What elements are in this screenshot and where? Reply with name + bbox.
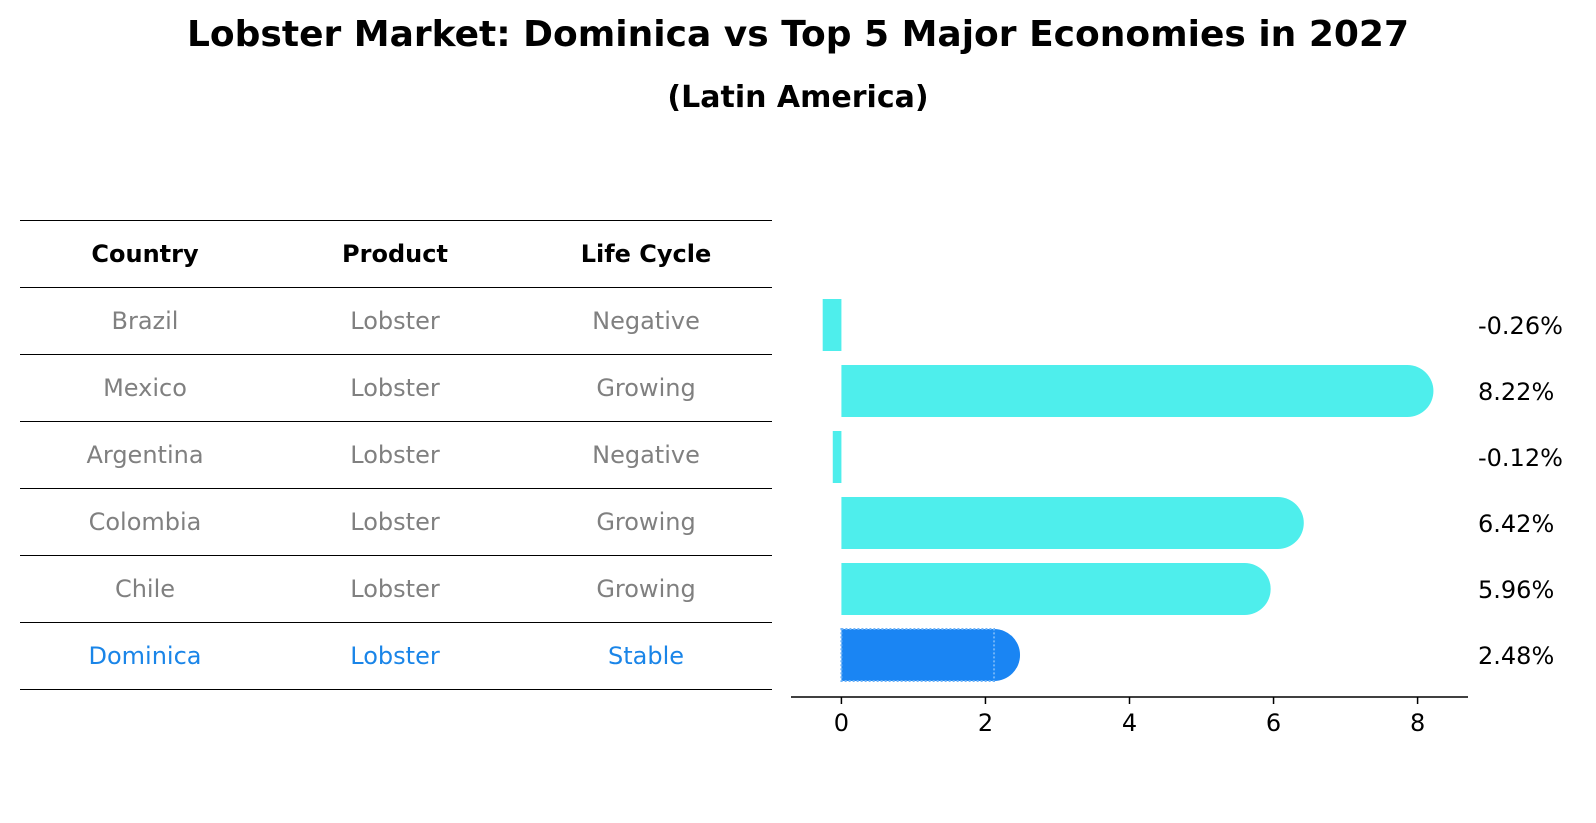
x-tick-label: 2	[978, 709, 993, 737]
cell-life-cycle: Negative	[592, 307, 700, 335]
cell-product: Lobster	[350, 642, 440, 670]
table-header-row: Country Product Life Cycle	[20, 221, 772, 288]
table-row: Mexico Lobster Growing	[20, 355, 772, 422]
data-label-brazil: -0.26%	[1478, 312, 1563, 340]
data-label-dominica: 2.48%	[1478, 642, 1554, 670]
data-label-chile: 5.96%	[1478, 576, 1554, 604]
cell-country: Mexico	[103, 374, 187, 402]
cell-country: Colombia	[88, 508, 202, 536]
x-tick-label: 8	[1410, 709, 1425, 737]
cell-product: Lobster	[350, 307, 440, 335]
cell-product: Lobster	[350, 374, 440, 402]
bar-mexico	[841, 365, 1434, 417]
bar-colombia	[841, 497, 1304, 549]
cell-product: Lobster	[350, 508, 440, 536]
x-tick-label: 4	[1122, 709, 1137, 737]
x-tick-label: 0	[834, 709, 849, 737]
bar-dominica	[841, 629, 1021, 681]
cell-life-cycle: Negative	[592, 441, 700, 469]
header-country: Country	[91, 240, 199, 268]
cell-life-cycle: Growing	[596, 374, 696, 402]
cell-life-cycle: Growing	[596, 575, 696, 603]
table-row: Argentina Lobster Negative	[20, 422, 772, 489]
table-row-highlight: Dominica Lobster Stable	[20, 623, 772, 690]
bar-highlight-outline	[840, 628, 996, 682]
table-row: Brazil Lobster Negative	[20, 288, 772, 355]
table-row: Colombia Lobster Growing	[20, 489, 772, 556]
cell-country: Argentina	[86, 441, 204, 469]
header-product: Product	[342, 240, 448, 268]
bar-argentina	[832, 431, 842, 483]
data-table: Country Product Life Cycle Brazil Lobste…	[20, 220, 772, 690]
header-life-cycle: Life Cycle	[580, 240, 712, 268]
bar-chile	[841, 563, 1271, 615]
data-label-mexico: 8.22%	[1478, 378, 1554, 406]
cell-country: Chile	[114, 575, 176, 603]
cell-country: Brazil	[111, 307, 179, 335]
cell-life-cycle: Growing	[596, 508, 696, 536]
cell-product: Lobster	[350, 575, 440, 603]
cell-life-cycle: Stable	[607, 642, 685, 670]
cell-country: Dominica	[88, 642, 202, 670]
cell-product: Lobster	[350, 441, 440, 469]
bar-brazil	[822, 299, 842, 351]
chart-title: Lobster Market: Dominica vs Top 5 Major …	[186, 14, 1410, 55]
data-label-argentina: -0.12%	[1478, 444, 1563, 472]
chart-subtitle: (Latin America)	[667, 80, 929, 115]
table-row: Chile Lobster Growing	[20, 556, 772, 623]
x-tick-label: 6	[1266, 709, 1281, 737]
data-label-colombia: 6.42%	[1478, 510, 1554, 538]
